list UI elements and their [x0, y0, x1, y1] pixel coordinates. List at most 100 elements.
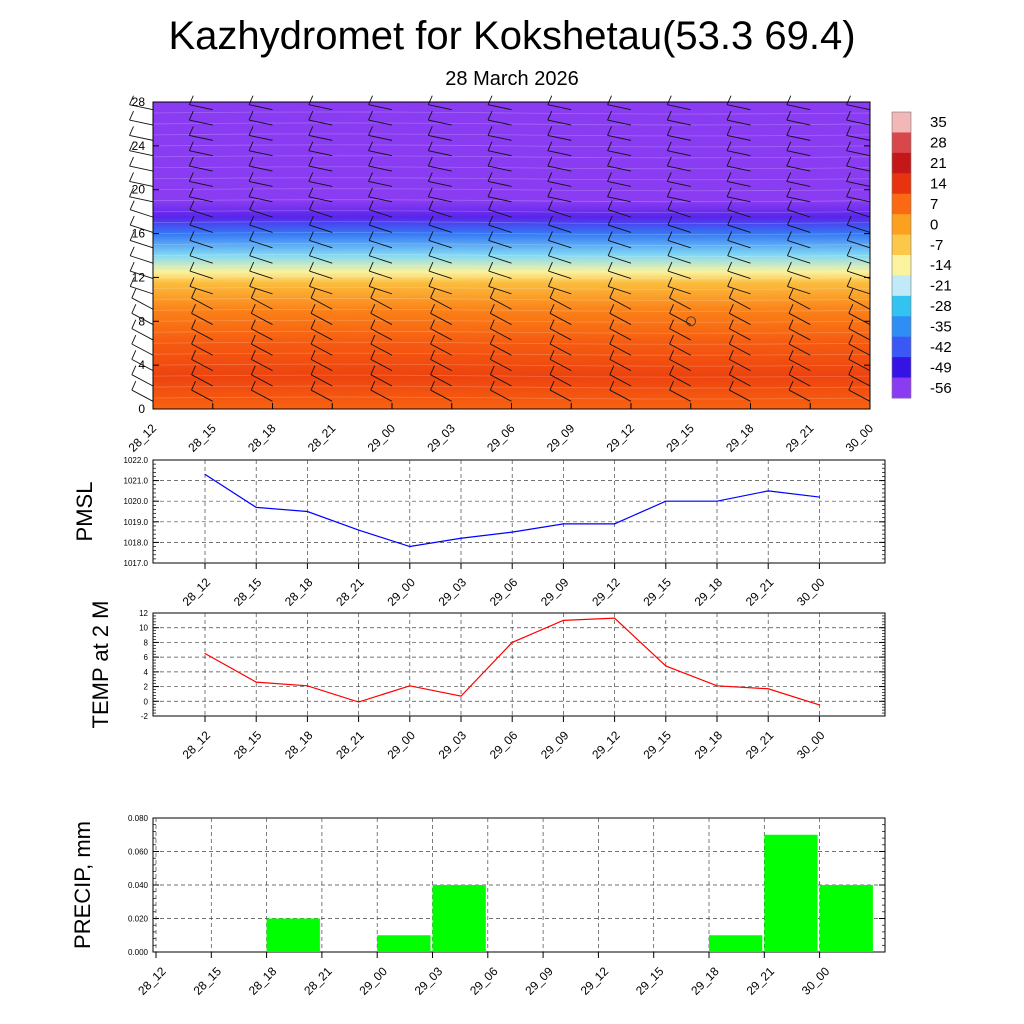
wind-barb-feather	[250, 288, 256, 299]
wind-barb-feather	[310, 288, 316, 299]
wind-barb	[309, 286, 333, 295]
wind-barb-feather	[848, 380, 854, 391]
precip-bar	[432, 885, 486, 952]
wind-barb	[609, 358, 632, 372]
wind-barb-feather	[607, 200, 613, 210]
wind-barb	[370, 389, 393, 402]
wind-barb	[669, 328, 691, 341]
wind-barb	[191, 358, 213, 372]
wind-barb-feather	[430, 365, 435, 375]
wind-barb-feather	[666, 126, 672, 136]
wind-barb-feather	[131, 334, 137, 345]
isotherm-line	[152, 341, 871, 345]
wind-barb	[369, 209, 393, 218]
wind-barb	[608, 224, 632, 233]
wind-barb	[251, 297, 273, 310]
wind-barb	[309, 224, 333, 233]
wind-barb	[368, 180, 393, 187]
wind-barb-feather	[368, 215, 374, 226]
precip-y-tick-label: 0.080	[128, 814, 149, 823]
wind-barb-feather	[846, 215, 852, 226]
wind-barb-feather	[547, 110, 553, 121]
wind-barb	[726, 165, 751, 172]
wind-barb-feather	[726, 141, 732, 151]
wind-barb	[130, 286, 154, 295]
colorbar-swatch	[892, 112, 911, 133]
temp2m-y-tick-label: 6	[144, 653, 149, 662]
wind-barb-feather	[309, 200, 314, 210]
wind-barb-feather	[430, 350, 435, 360]
wind-barb-feather	[427, 110, 433, 121]
wind-barb	[428, 239, 452, 249]
wind-barb-feather	[308, 172, 314, 182]
wind-barb-feather	[846, 231, 852, 241]
wind-barb	[848, 374, 871, 387]
colorbar-label: 35	[930, 114, 947, 131]
wind-barb	[428, 180, 452, 187]
temp2m-x-tick-label: 29_18	[692, 728, 726, 762]
wind-barb	[786, 165, 811, 172]
wind-barb	[428, 150, 452, 157]
wind-barb	[547, 196, 572, 203]
wind-barb	[729, 358, 751, 372]
wind-barb	[669, 374, 691, 387]
wind-barb	[191, 328, 213, 341]
temp2m-x-tick-label: 29_06	[487, 728, 521, 762]
wind-barb	[189, 196, 213, 203]
wind-barb	[129, 196, 154, 203]
wind-barb	[729, 328, 751, 341]
wind-barb-feather	[489, 334, 495, 345]
wind-barb	[251, 312, 273, 325]
pmsl-data-point	[716, 500, 718, 502]
wind-barb	[788, 374, 811, 387]
wind-barb-feather	[787, 231, 792, 241]
wind-barb-feather	[368, 200, 374, 210]
wind-barb-feather	[189, 246, 195, 256]
heatmap-x-tick-label: 28_21	[305, 421, 339, 455]
temp2m-data-point	[665, 665, 667, 667]
colorbar-label: -14	[930, 257, 952, 274]
temp2m-y-tick-label: 0	[144, 697, 149, 706]
wind-barb-feather	[846, 277, 852, 287]
wind-barb	[549, 374, 572, 387]
wind-barb	[189, 270, 213, 279]
temp2m-x-tick-label: 29_21	[743, 728, 777, 762]
wind-barb	[490, 297, 512, 310]
wind-barb	[191, 312, 213, 325]
wind-barb-feather	[131, 380, 137, 391]
wind-barb-feather	[786, 126, 792, 136]
wind-barb	[667, 196, 691, 203]
temp2m-x-tick-label: 28_15	[231, 728, 265, 762]
wind-barb	[490, 389, 512, 402]
chart-title: Kazhydromet for Kokshetau(53.3 69.4)	[168, 14, 856, 58]
wind-barb-feather	[188, 187, 194, 197]
wind-barb	[848, 297, 871, 310]
wind-barb-feather	[666, 95, 672, 105]
wind-barb-feather	[786, 187, 792, 197]
wind-barb	[787, 270, 811, 279]
wind-barb	[727, 209, 751, 218]
precip-x-tick-label: 29_00	[356, 964, 390, 998]
colorbar-swatch	[892, 173, 911, 195]
wind-barb-feather	[129, 172, 134, 182]
temp2m-data-point	[358, 701, 360, 703]
wind-barb-feather	[310, 319, 316, 329]
isotherm-line	[152, 286, 871, 290]
wind-barb	[368, 104, 393, 111]
wind-barb	[609, 374, 632, 387]
wind-barb-feather	[489, 319, 495, 329]
wind-barb-feather	[370, 350, 376, 360]
wind-barb-feather	[129, 156, 134, 167]
wind-barb-feather	[131, 365, 137, 375]
pmsl-data-point	[511, 531, 513, 533]
wind-barb-feather	[368, 126, 373, 136]
wind-barb	[788, 297, 811, 310]
wind-barb	[490, 358, 512, 372]
isotherm-line	[152, 243, 871, 246]
wind-barb	[129, 119, 154, 126]
temp2m-x-tick-label: 29_12	[589, 728, 623, 762]
wind-barb-feather	[667, 215, 673, 226]
wind-barb	[369, 286, 393, 295]
wind-barb	[490, 328, 512, 341]
pmsl-x-tick-label: 29_12	[589, 575, 623, 609]
